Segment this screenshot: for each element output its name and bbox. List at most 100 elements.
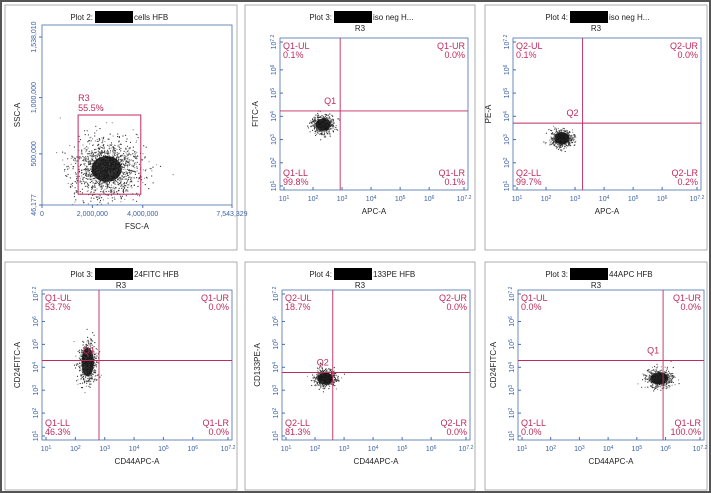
event-dot xyxy=(337,376,339,378)
tick-base: 10 xyxy=(221,446,229,453)
plot-area xyxy=(281,289,471,441)
tick-exponent: 1 xyxy=(32,430,38,433)
event-dot xyxy=(311,121,313,123)
event-dot xyxy=(156,164,158,166)
event-dot xyxy=(559,145,561,147)
tick-base: 10 xyxy=(368,446,376,453)
event-dot xyxy=(79,191,81,193)
quadrant-percent: 0.0% xyxy=(521,427,542,437)
tick-base: 10 xyxy=(504,67,511,75)
event-dot xyxy=(86,157,88,159)
event-dot xyxy=(331,370,333,372)
event-dot xyxy=(678,383,680,385)
event-dot xyxy=(81,188,83,190)
event-dot xyxy=(151,170,153,172)
event-dot xyxy=(321,115,323,117)
event-dot xyxy=(657,388,659,390)
event-dot xyxy=(96,355,98,357)
event-dot xyxy=(88,342,90,344)
event-dot xyxy=(129,176,131,178)
event-dot xyxy=(319,363,322,365)
event-dot xyxy=(91,152,93,154)
event-dot xyxy=(556,146,558,148)
event-dot xyxy=(71,155,73,157)
event-dot xyxy=(565,130,567,132)
event-dot xyxy=(644,386,646,388)
tick-exponent: 7.2 xyxy=(228,445,235,451)
event-dot xyxy=(324,135,326,137)
event-dot xyxy=(331,124,333,126)
event-dot xyxy=(127,186,129,188)
event-dot xyxy=(93,191,95,193)
event-dot xyxy=(127,184,129,186)
event-dot xyxy=(108,153,110,155)
event-dot xyxy=(125,157,127,159)
quadrant-label: Q2-LR xyxy=(440,418,467,428)
event-dot xyxy=(127,157,129,159)
event-dot xyxy=(328,388,330,390)
event-dot xyxy=(89,161,91,163)
tick-base: 10 xyxy=(310,446,318,453)
tick-exponent: 3 xyxy=(582,445,585,451)
event-dot xyxy=(313,376,315,378)
x-tick-label: 0 xyxy=(40,211,44,218)
event-dot xyxy=(320,387,322,389)
event-dot xyxy=(80,379,82,381)
event-dot xyxy=(84,378,86,380)
event-dot xyxy=(316,367,319,369)
redaction xyxy=(570,268,608,280)
event-dot xyxy=(329,135,331,137)
event-dot xyxy=(94,186,96,188)
event-dot xyxy=(123,182,126,184)
event-dot xyxy=(82,200,84,202)
event-dot xyxy=(137,185,139,187)
event-dot xyxy=(92,185,94,187)
tick-exponent: 5 xyxy=(636,195,639,201)
quadrant-label: Q1-LR xyxy=(202,418,229,428)
event-dot xyxy=(81,373,83,375)
event-dot xyxy=(650,373,653,375)
event-dot xyxy=(130,172,133,174)
event-dot xyxy=(307,127,309,129)
tick-base: 10 xyxy=(660,446,668,453)
event-dot xyxy=(668,381,670,383)
event-dot xyxy=(144,156,146,158)
event-dot xyxy=(113,149,116,151)
x-tick-label: 103 xyxy=(570,195,581,203)
event-dot xyxy=(560,130,562,132)
event-dot xyxy=(122,189,124,191)
event-dot xyxy=(645,375,648,377)
event-dot xyxy=(132,146,134,148)
event-dot xyxy=(92,154,94,156)
event-dot xyxy=(317,371,319,373)
tick-base: 10 xyxy=(504,41,511,49)
event-dot xyxy=(114,152,116,154)
event-dot xyxy=(90,156,92,158)
event-dot xyxy=(313,128,315,130)
y-tick-label: 103 xyxy=(270,134,278,145)
event-dot xyxy=(88,376,90,378)
event-dot xyxy=(316,128,318,131)
event-dot xyxy=(100,191,102,193)
quadrant-name: Q2 xyxy=(317,358,329,368)
tick-base: 10 xyxy=(517,446,525,453)
event-dot xyxy=(103,148,105,150)
event-dot xyxy=(90,163,92,165)
tick-exponent: 1 xyxy=(270,180,276,183)
event-dot xyxy=(322,364,324,366)
quadrant-percent: 0.0% xyxy=(677,50,698,60)
tick-exponent: 6 xyxy=(270,64,276,67)
event-dot xyxy=(118,136,120,139)
event-dot xyxy=(549,141,551,143)
panel-title-right: 24FITC HFB xyxy=(134,270,179,279)
event-dot xyxy=(128,171,131,173)
tick-base: 10 xyxy=(504,114,511,122)
event-dot xyxy=(136,177,138,179)
event-dot xyxy=(101,152,103,154)
event-dot xyxy=(120,143,122,145)
event-dot xyxy=(84,181,86,183)
event-dot xyxy=(102,138,104,140)
event-dot xyxy=(81,172,83,174)
event-dot xyxy=(122,135,124,137)
